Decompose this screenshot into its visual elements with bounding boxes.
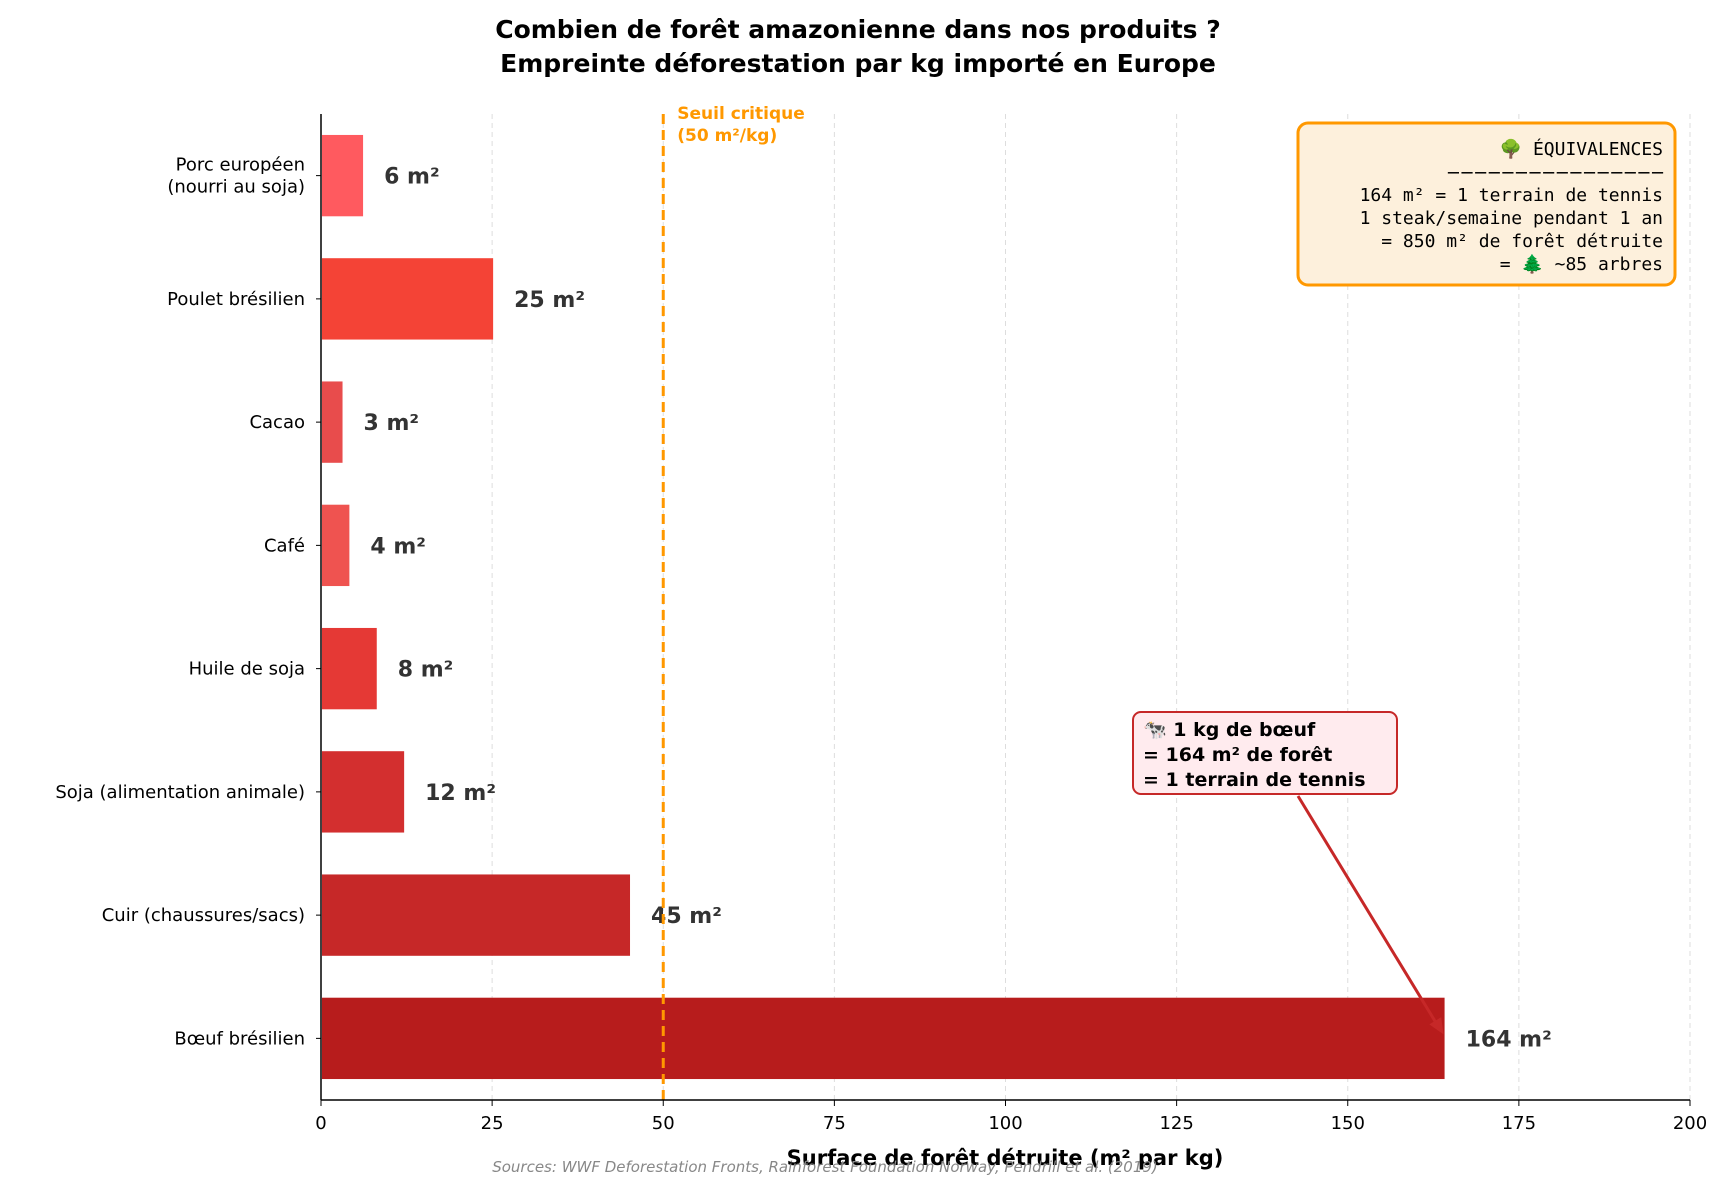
bar-value-label: 45 m² (651, 904, 722, 929)
x-tick-label: 25 (481, 1113, 504, 1134)
bar-value-label: 4 m² (370, 534, 426, 559)
y-tick-label: Café (264, 535, 305, 556)
annotation-arrow (1296, 795, 1439, 1027)
bar-value-label: 164 m² (1466, 1027, 1552, 1052)
annotation-box (1132, 711, 1398, 795)
y-tick-label: Soja (alimentation animale) (55, 782, 305, 803)
bar (322, 504, 350, 587)
x-tick-label: 200 (1673, 1113, 1707, 1134)
y-tick-label: Cacao (249, 412, 305, 433)
equivalences-text: 🌳 ÉQUIVALENCES (1500, 138, 1663, 160)
x-tick-label: 150 (1331, 1113, 1365, 1134)
bar (322, 997, 1445, 1080)
bar (322, 258, 494, 340)
threshold-layer: Seuil critique(50 m²/kg) (661, 104, 805, 1100)
equivalences-box (1296, 121, 1677, 287)
bar-value-label: 25 m² (514, 288, 585, 313)
equivalences-text: 1 steak/semaine pendant 1 an (1360, 208, 1663, 229)
y-tick-label: (nourri au soja) (167, 177, 305, 198)
x-tick-label: 0 (315, 1113, 326, 1134)
x-axis-label: Surface de forêt détruite (m² par kg) (787, 1146, 1224, 1170)
equivalences-text: = 🌲 ~85 arbres (1500, 253, 1663, 275)
bar (322, 627, 377, 710)
chart-subtitle: Empreinte déforestation par kg importé e… (500, 49, 1216, 78)
bar-value-label: 6 m² (384, 165, 440, 190)
x-tick-label: 100 (988, 1113, 1022, 1134)
annotation-text: 🐄 1 kg de bœuf (1143, 719, 1316, 741)
chart-title: Combien de forêt amazonienne dans nos pr… (495, 15, 1221, 44)
equivalences-text: = 850 m² de forêt détruite (1381, 231, 1663, 252)
annotation-text: = 164 m² de forêt (1143, 744, 1332, 766)
bar-value-label: 12 m² (425, 781, 496, 806)
y-tick-label: Cuir (chaussures/sacs) (102, 905, 305, 926)
bar-value-label: 3 m² (364, 411, 420, 436)
axes-layer: Porc européen(nourri au soja) Poulet brés… (55, 114, 1707, 1134)
bar-value-label: 8 m² (398, 658, 454, 683)
bar (322, 751, 405, 833)
annotation-layer: 🐄 1 kg de bœuf = 164 m² de forêt = 1 terra… (1132, 121, 1677, 1035)
x-tick-label: 50 (652, 1113, 675, 1134)
threshold-label: Seuil critique (677, 104, 805, 124)
y-tick-label: Poulet brésilien (167, 289, 305, 310)
x-tick-label: 125 (1159, 1113, 1193, 1134)
bar (322, 381, 343, 463)
x-tick-label: 75 (823, 1113, 846, 1134)
threshold-label: (50 m²/kg) (677, 126, 777, 146)
annotation-text: = 1 terrain de tennis (1143, 769, 1366, 791)
y-tick-label: Porc européen (176, 155, 305, 176)
source-note: Sources: WWF Deforestation Fronts, Rainf… (492, 1158, 1158, 1176)
y-tick-label: Huile de soja (189, 659, 305, 680)
bar (322, 874, 631, 956)
x-tick-label: 175 (1502, 1113, 1536, 1134)
bars-layer: 6 m² 25 m² 3 m² 4 m² 8 m² 12 m² 45 m² 164 m² (322, 134, 1552, 1080)
equivalences-text: 164 m² = 1 terrain de tennis (1360, 185, 1663, 206)
annotation-arrowhead (1429, 1017, 1444, 1035)
y-tick-label: Bœuf brésilien (174, 1028, 305, 1049)
bar (322, 134, 364, 217)
